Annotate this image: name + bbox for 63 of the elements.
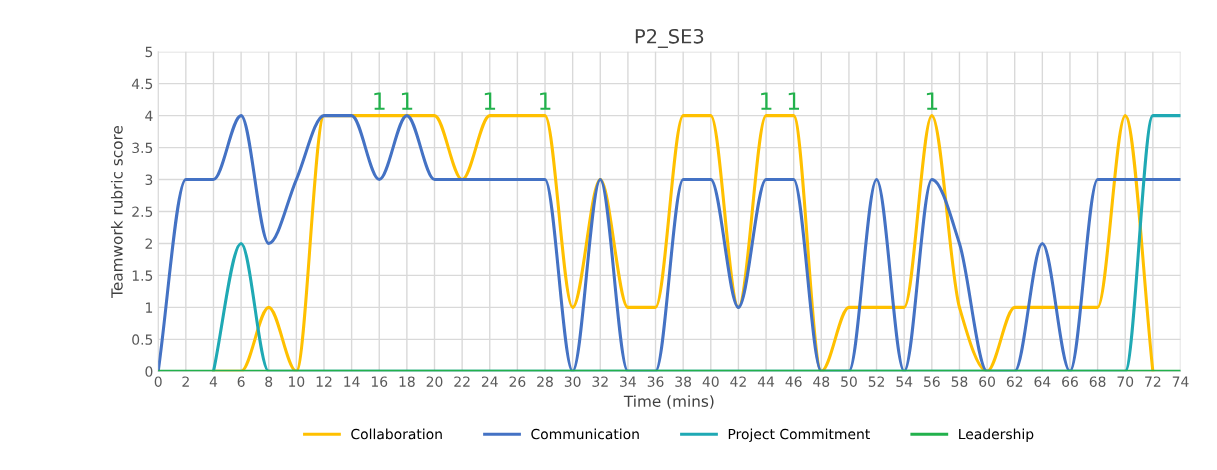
x-tick-label: 38 [675, 376, 692, 387]
x-tick-label: 20 [426, 376, 443, 387]
x-tick-label: 2 [182, 376, 189, 387]
chart-title: P2_SE3 [635, 28, 704, 48]
x-tick-label: 70 [1117, 376, 1134, 387]
x-tick-label: 0 [154, 376, 162, 387]
x-tick-label: 30 [564, 376, 581, 387]
x-tick-label: 48 [813, 376, 830, 387]
legend-label: Leadership [959, 428, 1034, 442]
y-tick-label: 3 [145, 174, 153, 186]
x-tick-label: 42 [730, 376, 746, 387]
y-tick-label: 4 [145, 110, 153, 121]
x-tick-label: 24 [481, 376, 498, 387]
legend-label: Communication [531, 428, 639, 440]
y-tick-label: 0 [145, 366, 153, 377]
annotation: 1 [484, 92, 496, 110]
annotation: 1 [926, 92, 938, 110]
x-tick-label: 56 [924, 376, 940, 387]
annotation: 1 [540, 92, 551, 110]
x-tick-label: 50 [841, 376, 857, 387]
legend-label: Collaboration [351, 428, 442, 440]
x-tick-label: 10 [289, 376, 305, 387]
y-tick-label: 0.5 [132, 334, 153, 345]
y-tick-label: 3.5 [132, 142, 153, 154]
x-tick-label: 12 [316, 376, 332, 387]
x-tick-label: 58 [951, 376, 968, 387]
annotation: 1 [788, 92, 800, 110]
x-tick-label: 32 [592, 376, 608, 387]
x-tick-label: 16 [371, 376, 388, 387]
x-tick-label: 22 [454, 376, 470, 387]
x-tick-label: 6 [237, 376, 245, 387]
y-tick-label: 1 [146, 302, 153, 313]
x-tick-label: 36 [647, 376, 664, 387]
x-tick-label: 62 [1006, 376, 1023, 387]
x-tick-label: 68 [1089, 376, 1106, 387]
x-tick-label: 40 [702, 376, 719, 387]
x-tick-label: 18 [399, 376, 415, 387]
x-axis-title: Time (mins) [623, 395, 714, 409]
x-tick-label: 66 [1062, 376, 1078, 387]
x-tick-label: 64 [1034, 376, 1051, 387]
x-tick-label: 72 [1145, 376, 1161, 387]
x-tick-label: 4 [209, 376, 218, 387]
annotation: 1 [761, 92, 772, 110]
annotation: 1 [374, 92, 385, 110]
x-tick-label: 34 [620, 376, 636, 387]
y-tick-label: 2.5 [132, 206, 153, 217]
x-tick-label: 74 [1172, 376, 1189, 387]
x-tick-label: 60 [979, 376, 995, 387]
x-tick-label: 54 [896, 376, 913, 387]
legend-label: Project Commitment [728, 428, 870, 442]
x-tick-label: 14 [344, 376, 360, 387]
y-tick-label: 4.5 [131, 78, 153, 90]
y-axis-title: Teamwork rubric score [110, 125, 123, 298]
annotation: 1 [401, 92, 413, 110]
x-tick-label: 26 [509, 376, 526, 387]
x-tick-label: 28 [537, 376, 553, 387]
x-tick-label: 8 [265, 376, 273, 387]
x-tick-label: 46 [785, 376, 802, 387]
x-tick-label: 44 [757, 376, 775, 387]
y-tick-label: 2 [145, 238, 152, 249]
x-tick-label: 52 [868, 376, 885, 387]
y-tick-label: 1.5 [132, 270, 153, 281]
y-tick-label: 5 [145, 46, 153, 58]
